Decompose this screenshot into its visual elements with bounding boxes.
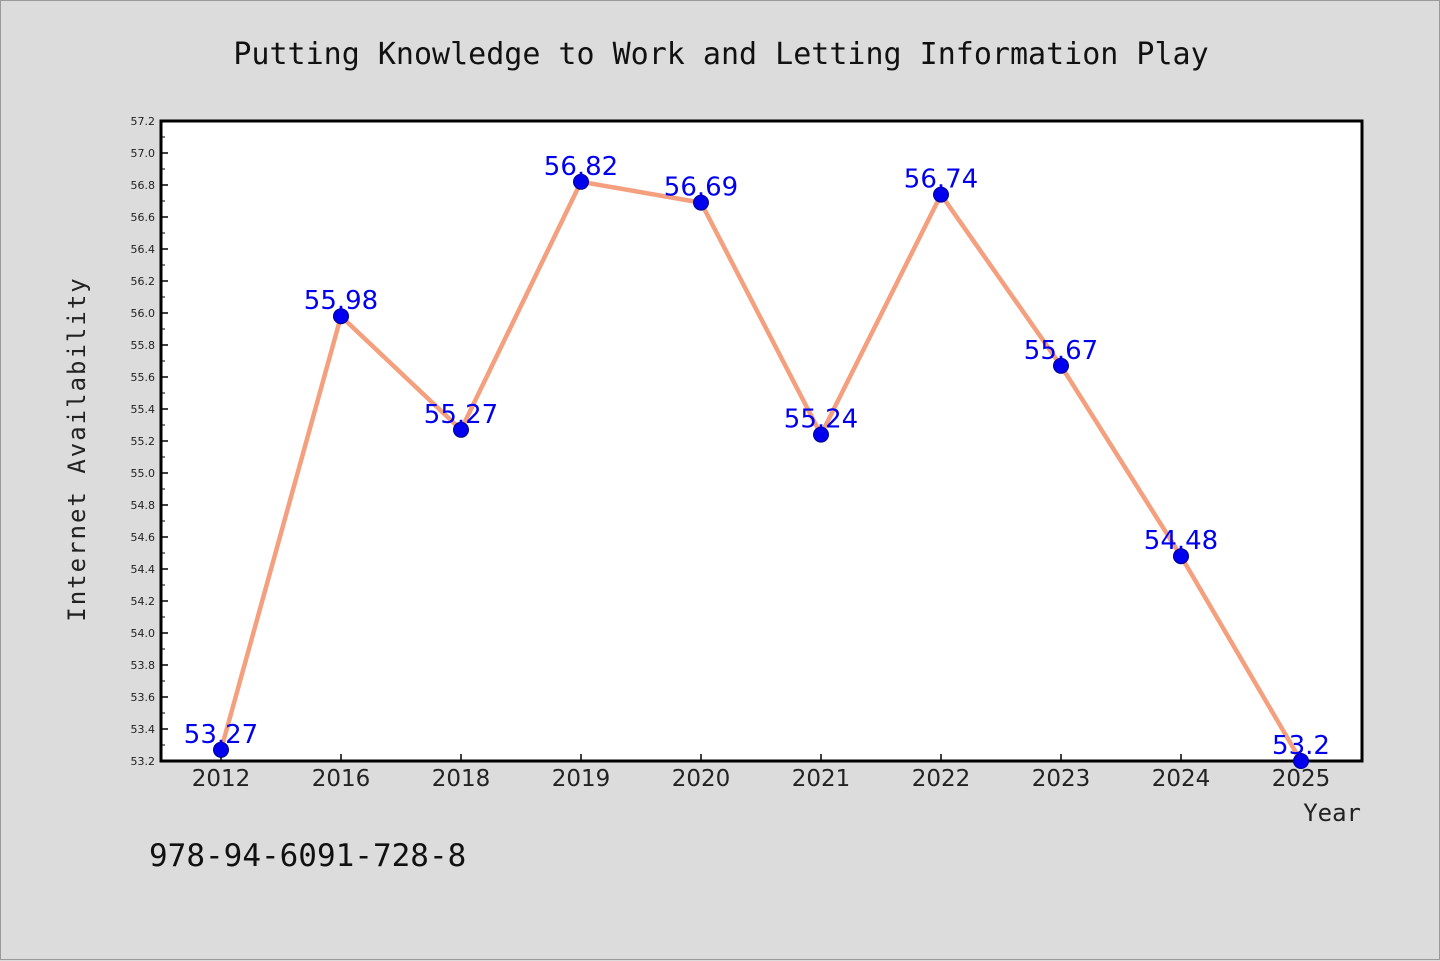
plot-area xyxy=(159,119,1364,763)
y-tick-label: 54.6 xyxy=(131,531,156,544)
x-tick-label: 2016 xyxy=(312,766,371,792)
x-tick-label: 2019 xyxy=(552,766,611,792)
y-tick-label: 55.0 xyxy=(131,467,156,480)
data-point xyxy=(1293,753,1309,769)
y-tick-label: 56.2 xyxy=(131,275,156,288)
data-label: 53.27 xyxy=(184,720,258,750)
series-layer xyxy=(213,173,1309,769)
data-label: 55.98 xyxy=(304,286,378,316)
y-tick-label: 55.6 xyxy=(131,371,156,384)
y-tick-label: 53.4 xyxy=(131,723,156,736)
y-tick-label: 57.0 xyxy=(131,147,156,160)
x-tick-label: 2021 xyxy=(792,766,851,792)
y-axis-label: Internet Availability xyxy=(63,276,91,621)
x-tick-label: 2018 xyxy=(432,766,491,792)
y-tick-label: 54.0 xyxy=(131,627,156,640)
x-axis: 2012 2016 2018 2019 2020 2021 2022 2023 2024 2025 xyxy=(192,754,1331,792)
x-tick-label: 2023 xyxy=(1032,766,1091,792)
y-tick-label: 53.6 xyxy=(131,691,156,704)
x-tick-label: 2025 xyxy=(1272,766,1331,792)
data-label: 55.27 xyxy=(424,400,498,430)
data-label: 55.24 xyxy=(784,405,858,435)
data-point xyxy=(813,426,829,443)
y-tick-label: 53.2 xyxy=(131,755,156,768)
y-axis: 53.2 53.4 53.6 53.8 54.0 54.2 54.4 54.6 54.8 55.0… xyxy=(131,115,168,768)
isbn-annotation: 978-94-6091-728-8 xyxy=(149,838,466,874)
y-tick-label: 56.8 xyxy=(131,179,156,192)
data-label: 56.74 xyxy=(904,165,978,195)
data-point xyxy=(213,741,229,758)
x-tick-label: 2024 xyxy=(1152,766,1211,792)
y-tick-label: 53.8 xyxy=(131,659,156,672)
y-tick-label: 56.6 xyxy=(131,211,156,224)
y-tick-label: 56.0 xyxy=(131,307,156,320)
data-point xyxy=(693,194,709,211)
chart-title: Putting Knowledge to Work and Letting In… xyxy=(233,37,1208,72)
data-label: 56.69 xyxy=(664,173,738,203)
series-line xyxy=(218,179,1303,763)
x-axis-label: Year xyxy=(1303,799,1361,827)
x-tick-label: 2022 xyxy=(912,766,971,792)
x-tick-label: 2020 xyxy=(672,766,731,792)
y-tick-label: 56.4 xyxy=(131,243,156,256)
data-point xyxy=(1173,548,1189,565)
y-tick-label: 54.4 xyxy=(131,563,156,576)
y-tick-label: 54.8 xyxy=(131,499,156,512)
y-tick-label: 54.2 xyxy=(131,595,156,608)
data-point xyxy=(933,186,949,203)
y-tick-label: 57.2 xyxy=(131,115,156,128)
data-point xyxy=(573,173,589,190)
data-label: 53.2 xyxy=(1272,731,1330,761)
y-tick-label: 55.8 xyxy=(131,339,156,352)
data-point xyxy=(453,421,469,438)
data-label-layer: 53.27 55.98 55.27 56.82 56.69 55.24 56.74 55.67… xyxy=(184,152,1330,761)
y-tick-label: 55.2 xyxy=(131,435,156,448)
data-label: 55.67 xyxy=(1024,336,1098,366)
data-point xyxy=(1053,357,1069,374)
x-tick-label: 2012 xyxy=(192,766,251,792)
y-tick-label: 55.4 xyxy=(131,403,156,416)
data-label: 54.48 xyxy=(1144,526,1218,556)
data-point xyxy=(333,308,349,325)
data-label: 56.82 xyxy=(544,152,618,182)
